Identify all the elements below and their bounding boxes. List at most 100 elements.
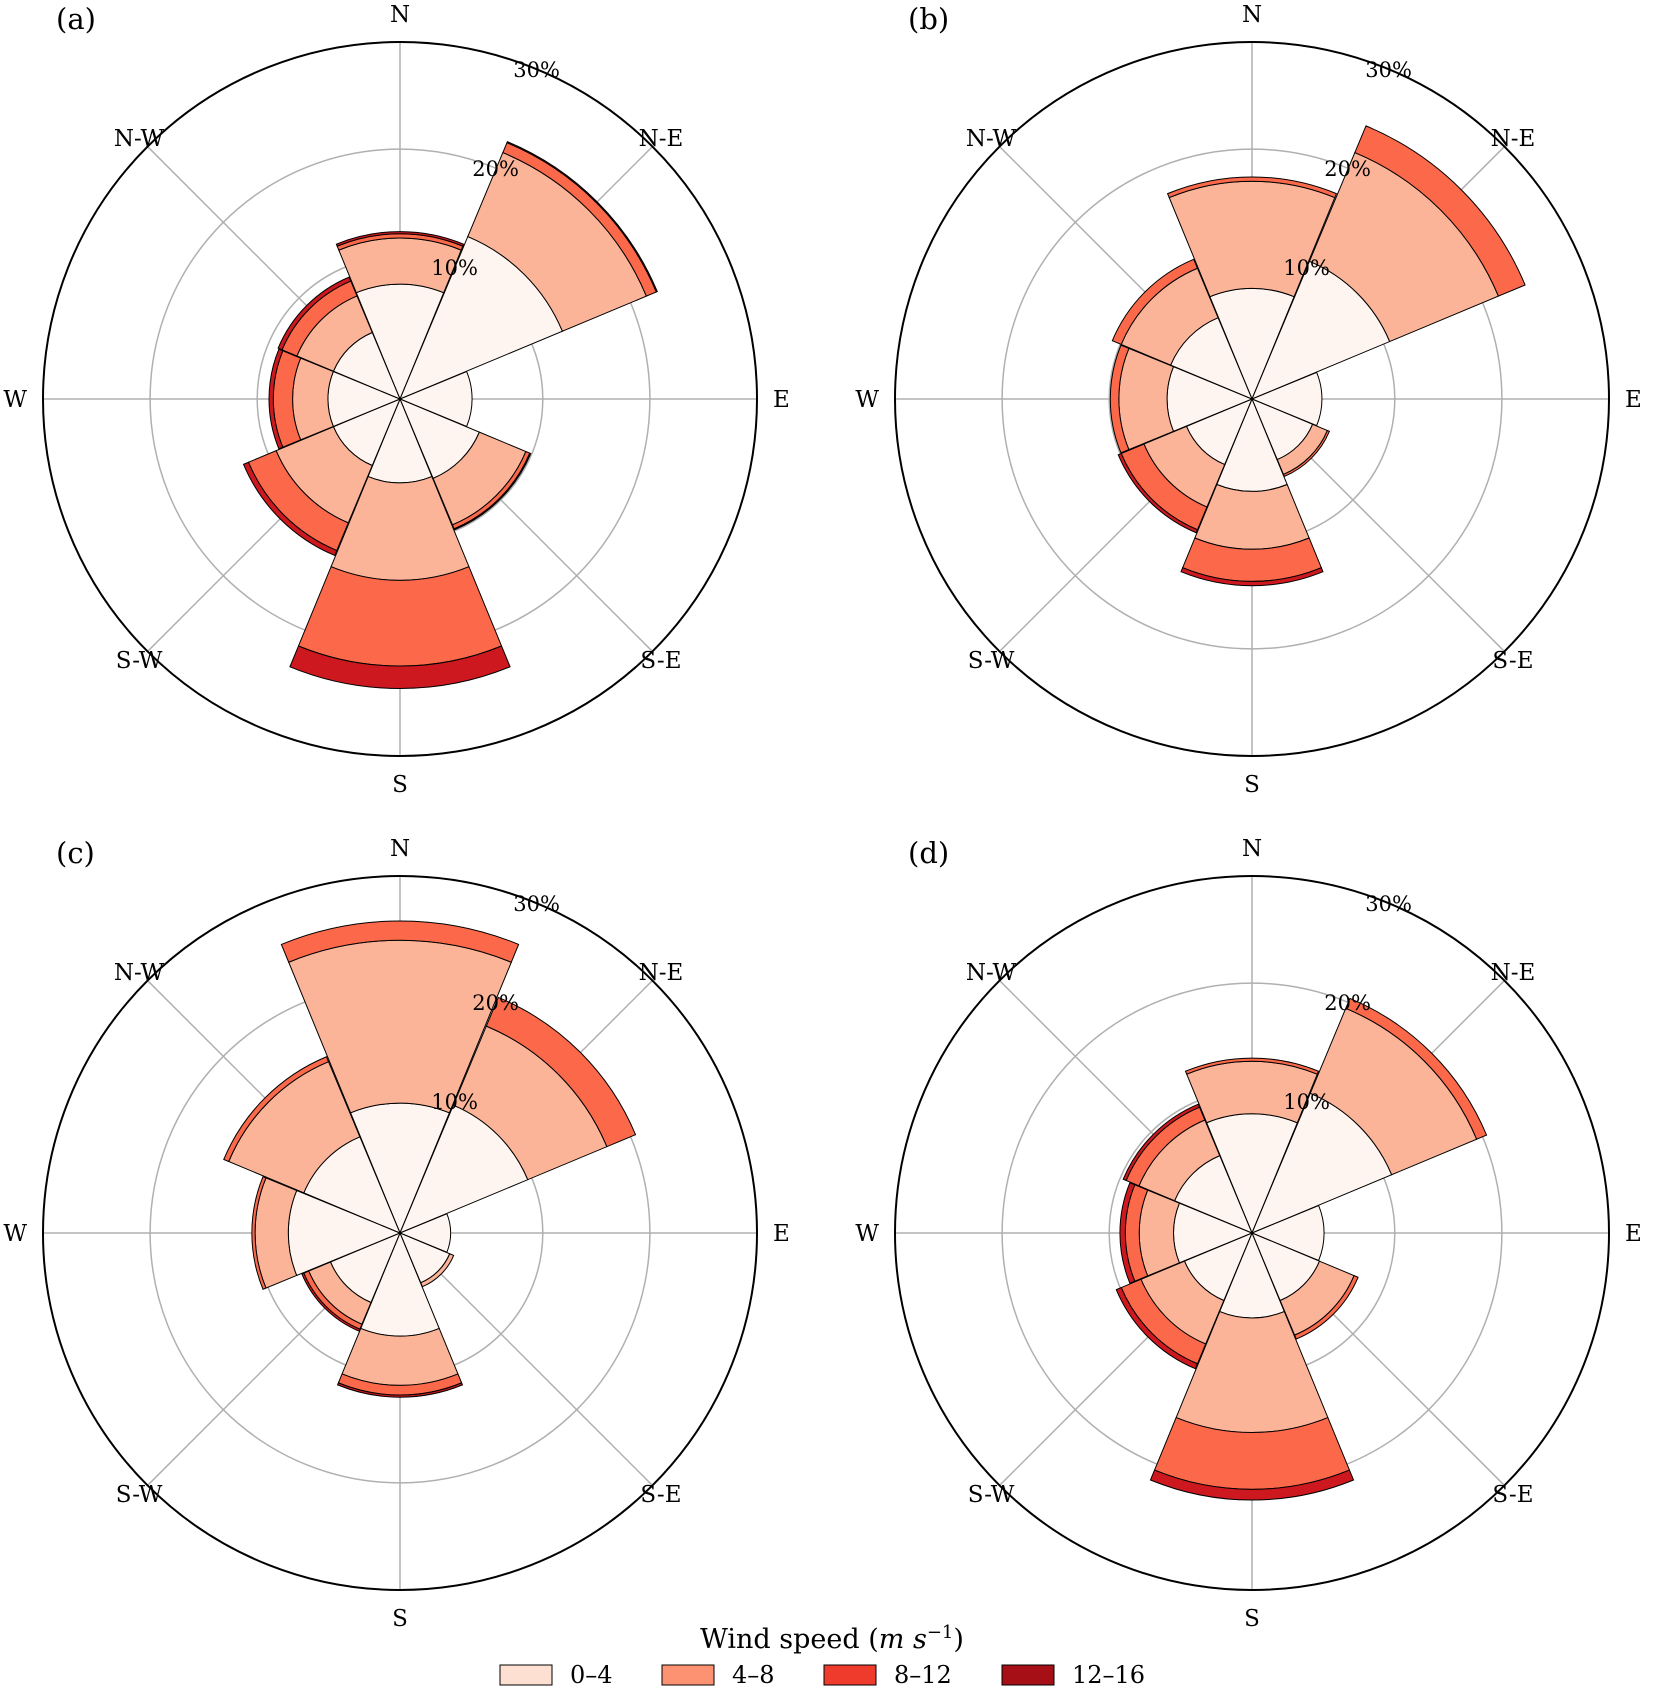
panel-label: (d) [908, 836, 949, 870]
rtick-label: 10% [431, 256, 478, 280]
legend-label: 4–8 [732, 1661, 775, 1689]
bar-n-w-12-16 [1122, 1103, 1201, 1182]
direction-label-n-w: N-W [966, 960, 1017, 986]
legend-item: 4–8 [661, 1661, 775, 1689]
bar-s-w-12-16 [1117, 452, 1199, 534]
direction-label-n-w: N-W [114, 126, 165, 152]
bar-w-8-12 [251, 1176, 267, 1290]
bar-w-4-8 [292, 357, 334, 441]
panel-label: (b) [908, 2, 949, 36]
direction-label-e: E [1625, 387, 1642, 413]
legend-item: 0–4 [499, 1661, 613, 1689]
rtick-label: 30% [1365, 58, 1412, 82]
legend-label: 12–16 [1072, 1661, 1145, 1689]
bar-n-12-16 [335, 231, 465, 247]
direction-label-s: S [1244, 772, 1260, 798]
bar-s-12-16 [336, 1382, 464, 1398]
direction-label-s-e: S-E [640, 1482, 681, 1508]
legend-label: 8–12 [894, 1661, 952, 1689]
direction-label-e: E [773, 1221, 790, 1247]
bar-n-w-12-16 [277, 276, 352, 351]
bar-n-e-12-16 [506, 141, 658, 293]
direction-label-n-w: N-W [966, 126, 1017, 152]
wind-rose-panel: 10% 20% 30% N N-E E S-E S S-W W N-W (d) [855, 836, 1641, 1632]
direction-label-s-e: S-E [1492, 1482, 1533, 1508]
direction-label-e: E [773, 387, 790, 413]
direction-label-s-e: S-E [640, 648, 681, 674]
bars [223, 920, 637, 1398]
legend-item: 12–16 [1001, 1661, 1145, 1689]
legend-items: 0–4 4–8 8–12 12–16 [499, 1661, 1145, 1689]
bar-n-w-8-12 [1111, 258, 1199, 346]
bar-s-12-16 [1149, 1469, 1355, 1501]
direction-label-s-w: S-W [968, 1482, 1015, 1508]
rtick-label: 30% [1365, 892, 1412, 916]
bar-s-w-12-16 [1115, 1286, 1199, 1370]
panel-label: (a) [56, 2, 96, 36]
bar-n-w-8-12 [223, 1056, 330, 1163]
direction-label-s: S [392, 1606, 408, 1632]
grid-spoke [399, 1232, 653, 1486]
wind-rose-panels: 10% 20% 30% N N-E E S-E S S-W W N-W (a) 10% 20% 30% N N-… [3, 2, 1641, 1632]
bar-w-12-16 [268, 348, 284, 450]
rtick-label: 20% [1324, 991, 1371, 1015]
legend-item: 8–12 [823, 1661, 952, 1689]
legend-swatch [823, 1664, 877, 1686]
direction-label-w: W [3, 1221, 27, 1247]
bars [242, 141, 658, 690]
bars [1109, 125, 1526, 587]
direction-label-w: W [3, 387, 27, 413]
direction-label-n: N [390, 836, 410, 862]
bar-s-12-16 [289, 645, 511, 690]
wind-rose-panel: 10% 20% 30% N N-E E S-E S S-W W N-W (c) [3, 836, 789, 1632]
polar-frame [894, 41, 1610, 757]
direction-label-n-e: N-E [639, 960, 684, 986]
rtick-label: 20% [472, 991, 519, 1015]
polar-frame [42, 875, 758, 1591]
bar-s-e-8-12 [1293, 1274, 1359, 1340]
legend-label: 0–4 [570, 1661, 613, 1689]
bar-s-w-12-16 [242, 461, 338, 557]
legend-title: Wind speed (m s−1) [700, 1622, 964, 1656]
polar-frame [42, 41, 758, 757]
bar-n-e-8-12 [1345, 997, 1488, 1140]
direction-label-n-w: N-W [114, 960, 165, 986]
bar-n-8-12 [1166, 176, 1338, 199]
rtick-label: 10% [1283, 1090, 1330, 1114]
bar-n-8-12 [1184, 1057, 1320, 1075]
bar-s-4-8 [341, 1327, 459, 1386]
direction-label-n: N [1242, 836, 1262, 862]
direction-label-n-e: N-E [1491, 126, 1536, 152]
rtick-label: 30% [513, 892, 560, 916]
rtick-label: 30% [513, 58, 560, 82]
rtick-label: 20% [472, 157, 519, 181]
bar-w-12-16 [1119, 1182, 1136, 1284]
legend-swatch [499, 1664, 553, 1686]
direction-label-n-e: N-E [639, 126, 684, 152]
wind-rose-panel: 10% 20% 30% N N-E E S-E S S-W W N-W (b) [855, 2, 1641, 798]
legend: Wind speed (m s−1) 0–4 4–8 8–12 12–16 [499, 1622, 1145, 1689]
polar-frame [894, 875, 1610, 1591]
direction-label-s-w: S-W [116, 1482, 163, 1508]
direction-label-e: E [1625, 1221, 1642, 1247]
direction-label-s: S [1244, 1606, 1260, 1632]
bars [1115, 997, 1488, 1501]
bar-n-e-8-12 [485, 996, 637, 1148]
direction-label-s: S [392, 772, 408, 798]
bar-w-8-12 [1109, 344, 1130, 454]
direction-label-s-w: S-W [116, 648, 163, 674]
panel-label: (c) [56, 836, 95, 870]
bar-s-e-12-16 [453, 452, 532, 531]
legend-swatch [1001, 1664, 1055, 1686]
legend-swatch [661, 1664, 715, 1686]
rtick-label: 20% [1324, 157, 1371, 181]
wind-rose-panel: 10% 20% 30% N N-E E S-E S S-W W N-W (a) [3, 2, 789, 798]
bar-s-8-12 [297, 566, 503, 667]
direction-label-n-e: N-E [1491, 960, 1536, 986]
bar-w-4-8 [1118, 347, 1175, 451]
rtick-label: 10% [1283, 256, 1330, 280]
bar-s-w-12-16 [301, 1272, 361, 1332]
direction-label-w: W [855, 387, 879, 413]
bar-w-4-8 [1138, 1189, 1181, 1277]
